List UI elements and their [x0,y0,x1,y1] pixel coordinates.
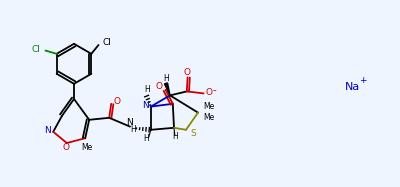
Text: O: O [62,143,70,152]
Text: O: O [156,82,163,91]
Text: -: - [212,85,216,95]
Text: Cl: Cl [102,38,111,47]
Text: O: O [183,68,190,77]
Text: H: H [164,74,169,83]
Text: N: N [126,118,132,127]
Text: S: S [190,128,196,137]
Text: H: H [143,134,149,143]
Polygon shape [164,83,170,95]
Text: Na: Na [344,82,360,92]
Text: Cl: Cl [32,45,40,54]
Text: O: O [206,88,213,97]
Text: H: H [144,85,150,94]
Text: +: + [360,76,367,85]
Text: Me: Me [204,102,215,111]
Text: Me: Me [82,142,93,151]
Text: H: H [130,125,136,134]
Text: N: N [44,126,51,136]
Text: Me: Me [204,113,215,122]
Text: N: N [142,101,148,110]
Text: O: O [113,97,120,106]
Text: H: H [172,132,178,141]
